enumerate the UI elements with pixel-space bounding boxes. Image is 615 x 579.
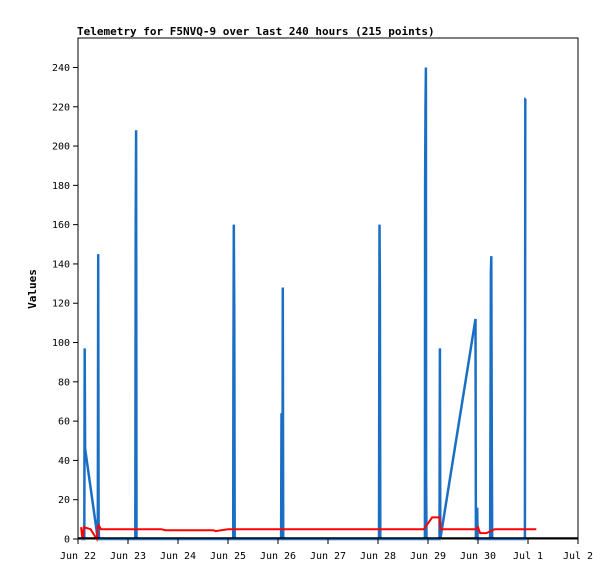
x-tick-label: Jul 2 (563, 551, 593, 562)
y-tick-label: 140 (52, 259, 70, 270)
y-tick-label: 0 (64, 535, 70, 546)
plot-frame (77, 37, 579, 540)
x-tick-label: Jun 23 (110, 551, 146, 562)
chart-title: Telemetry for F5NVQ-9 over last 240 hour… (77, 25, 435, 38)
x-tick-label: Jun 22 (60, 551, 96, 562)
y-tick-label: 200 (52, 142, 70, 153)
series-line-1 (81, 67, 527, 541)
x-tick-label: Jun 26 (260, 551, 296, 562)
y-tick-label: 160 (52, 220, 70, 231)
y-tick-label: 40 (58, 456, 70, 467)
x-tick-label: Jun 28 (360, 551, 396, 562)
y-tick-label: 20 (58, 495, 70, 506)
x-tick-label: Jun 25 (210, 551, 246, 562)
y-tick-label: 80 (58, 377, 70, 388)
y-tick-label: 180 (52, 181, 70, 192)
x-tick-label: Jul 1 (513, 551, 543, 562)
y-tick-label: 100 (52, 338, 70, 349)
x-tick-label: Jun 29 (410, 551, 446, 562)
x-axis: Jun 22 Jun 23 Jun 24 Jun 25 Jun 26 Jun 27 Jun … (60, 539, 593, 562)
y-tick-label: 220 (52, 102, 70, 113)
series-line-2 (80, 516, 537, 543)
y-tick-label: 120 (52, 299, 70, 310)
y-axis-label: Values (26, 269, 39, 309)
y-axis: 0 20 40 60 80 100 120 140 160 180 200 220 240 (52, 63, 78, 546)
y-tick-label: 60 (58, 417, 70, 428)
x-tick-label: Jun 27 (310, 551, 346, 562)
y-tick-label: 240 (52, 63, 70, 74)
series-layer (78, 67, 578, 543)
x-tick-label: Jun 30 (460, 551, 496, 562)
x-tick-label: Jun 24 (160, 551, 196, 562)
